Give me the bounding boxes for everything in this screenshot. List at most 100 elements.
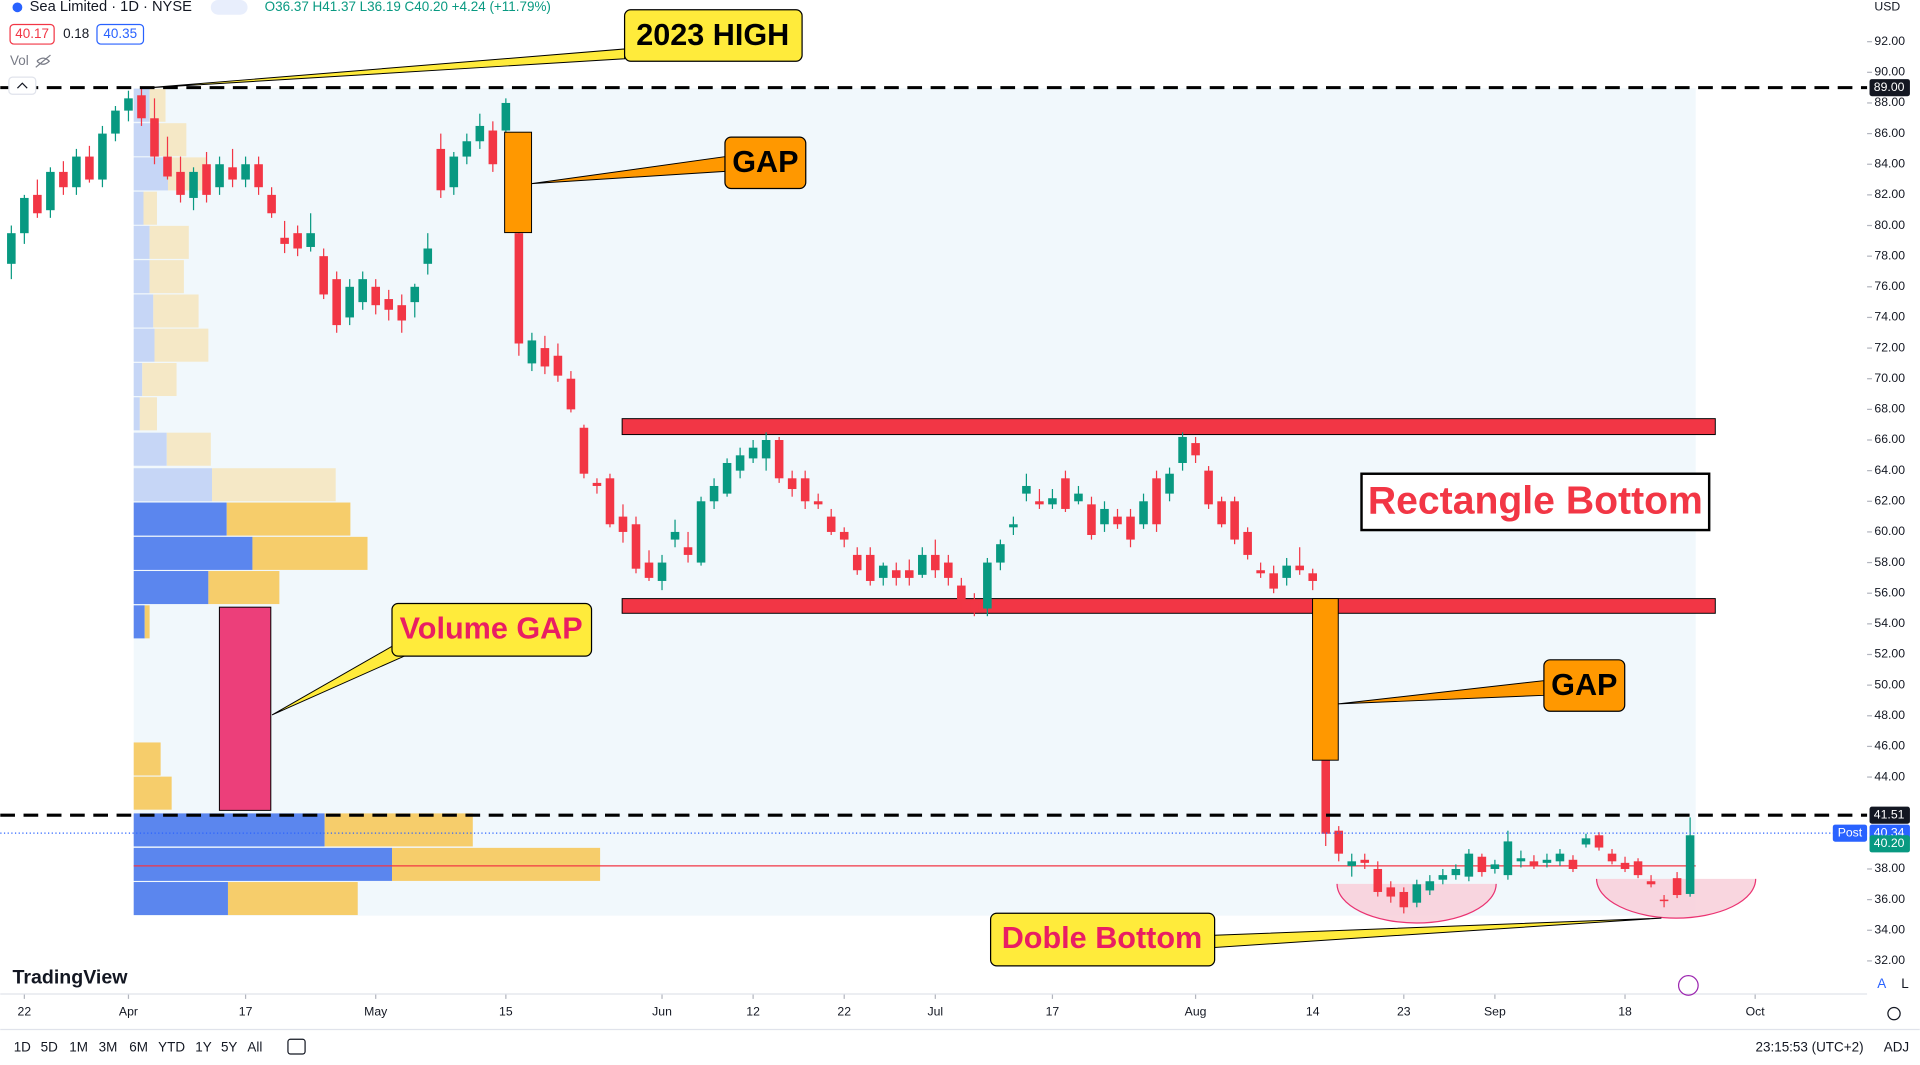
y-tick-label: 58.00 <box>1874 555 1905 569</box>
spread: 0.18 <box>63 26 89 41</box>
body <box>20 197 29 234</box>
body <box>1451 868 1461 876</box>
brand: TradingView <box>13 966 129 988</box>
eye-icon[interactable] <box>35 54 51 68</box>
body <box>462 141 472 157</box>
profile-up <box>133 225 150 259</box>
y-tick-label: 46.00 <box>1874 739 1905 753</box>
body <box>1412 884 1422 903</box>
body <box>319 256 328 295</box>
body <box>98 133 107 180</box>
body <box>983 562 992 609</box>
body <box>267 194 276 214</box>
body <box>644 562 654 578</box>
body <box>592 482 602 486</box>
body <box>475 125 485 142</box>
body <box>384 299 394 310</box>
profile-down <box>252 536 368 570</box>
gap-box <box>1312 598 1339 761</box>
log-scale[interactable]: L <box>1901 976 1909 991</box>
profile-up <box>133 536 253 570</box>
body <box>996 544 1005 563</box>
toggle[interactable] <box>210 0 248 15</box>
adj[interactable]: ADJ <box>1884 1039 1909 1054</box>
range-bar: 1D 5D 1M 3M 6M YTD 1Y 5Y All <box>14 1039 263 1054</box>
body <box>1646 881 1656 885</box>
x-tick-label: Aug <box>1185 1005 1207 1019</box>
y-tick-label: 48.00 <box>1874 708 1905 722</box>
ask-box[interactable] <box>96 23 145 45</box>
profile-down <box>166 432 211 466</box>
body <box>1542 859 1552 863</box>
body <box>618 516 628 532</box>
range-button[interactable]: 5Y <box>221 1039 237 1054</box>
profile-up <box>133 605 145 639</box>
body <box>1061 478 1070 509</box>
candles <box>7 87 1695 914</box>
y-tick-label: 90.00 <box>1874 65 1905 79</box>
body <box>501 102 511 131</box>
body <box>1347 861 1357 866</box>
profile-up <box>133 432 167 466</box>
range-button[interactable]: 1M <box>69 1039 88 1054</box>
profile-down <box>227 882 358 916</box>
range-button[interactable]: YTD <box>158 1039 185 1054</box>
range-button[interactable]: 1Y <box>195 1039 211 1054</box>
body <box>540 348 550 367</box>
body <box>1516 858 1526 862</box>
body <box>1425 881 1435 891</box>
body <box>944 562 953 578</box>
body <box>202 164 211 195</box>
callout <box>989 912 1216 967</box>
range-button[interactable]: 3M <box>99 1039 118 1054</box>
body <box>72 156 81 188</box>
volume-gap-box <box>218 606 272 811</box>
y-tick-label: 50.00 <box>1874 677 1905 691</box>
profile-up <box>133 847 392 881</box>
range-button[interactable]: 6M <box>129 1039 148 1054</box>
body <box>1295 565 1304 571</box>
collapse-button[interactable] <box>8 76 37 95</box>
x-tick-label: 17 <box>239 1005 253 1019</box>
lightning[interactable] <box>1677 975 1699 996</box>
body <box>1568 859 1578 869</box>
body <box>423 248 433 264</box>
auto-scale[interactable]: A <box>1877 976 1886 991</box>
body <box>1334 830 1344 854</box>
body <box>579 427 589 474</box>
body <box>332 279 341 326</box>
profile-down <box>144 605 150 639</box>
y-tick-label: 80.00 <box>1874 218 1905 232</box>
body <box>709 485 719 502</box>
annotation: GAP <box>732 145 798 179</box>
calendar-icon[interactable] <box>287 1038 306 1055</box>
x-tick-label: 14 <box>1306 1005 1320 1019</box>
body <box>1035 501 1044 505</box>
y-tick-label: 72.00 <box>1874 340 1905 354</box>
y-tick-label: 44.00 <box>1874 769 1905 783</box>
currency[interactable]: USD <box>1874 0 1900 14</box>
body <box>696 501 706 563</box>
y-tick-label: 54.00 <box>1874 616 1905 630</box>
body <box>254 164 263 188</box>
post-tag-label: Post <box>1838 825 1863 839</box>
settings[interactable] <box>1887 1006 1901 1021</box>
callout <box>391 602 593 657</box>
range-button[interactable]: 5D <box>41 1039 58 1054</box>
range-button[interactable]: 1D <box>14 1039 31 1054</box>
y-tick-label: 84.00 <box>1874 156 1905 170</box>
price-badge-label: 41.51 <box>1874 807 1905 821</box>
body <box>1620 862 1630 869</box>
body <box>722 462 732 494</box>
body <box>397 305 407 321</box>
body <box>1282 565 1291 578</box>
profile-up <box>133 813 325 847</box>
body <box>1204 470 1213 505</box>
body <box>1659 899 1669 902</box>
body <box>163 156 172 177</box>
range-button[interactable]: All <box>247 1039 262 1054</box>
body <box>1490 864 1500 869</box>
bid-box[interactable] <box>9 23 55 45</box>
body <box>85 156 94 180</box>
